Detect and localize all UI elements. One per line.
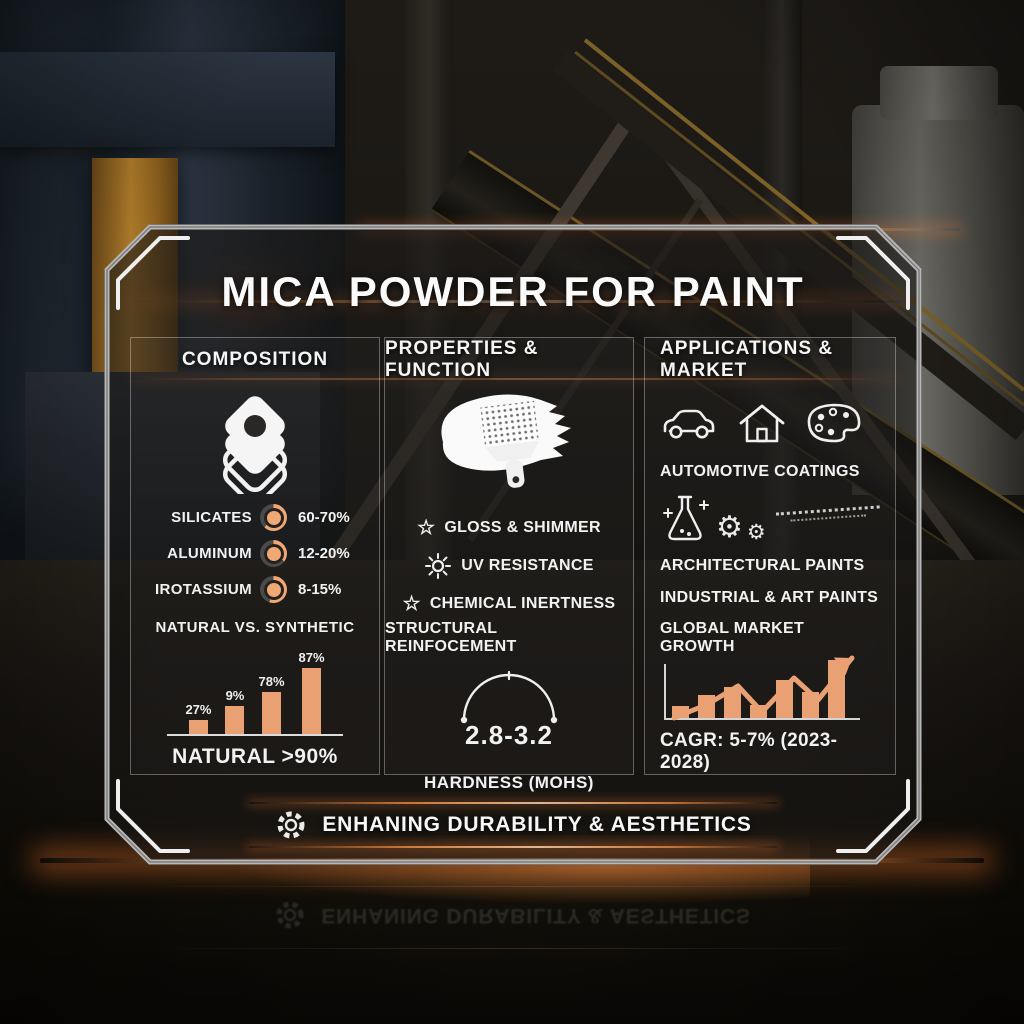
gear-icon: ⚙ xyxy=(746,520,766,544)
car-icon xyxy=(663,410,715,439)
market-cagr-caption: CAGR: 5-7% (2023-2028) xyxy=(660,730,838,773)
composition-chart-caption: NATURAL >90% xyxy=(172,745,338,768)
sun-icon xyxy=(425,553,452,579)
property-item: STRUCTURAL REINFOCEMENT xyxy=(385,620,633,656)
composition-row: ALUMINUM 12-20% xyxy=(131,540,379,567)
market-bar xyxy=(776,680,793,718)
ring-icon xyxy=(260,576,287,603)
composition-label: IROTASSIUM xyxy=(154,581,252,598)
ring-icon xyxy=(260,504,287,531)
house-icon xyxy=(739,404,785,443)
application-icons-row xyxy=(660,398,880,449)
hardness-value: 2.8-3.2 xyxy=(465,720,553,750)
market-bar xyxy=(724,687,741,718)
composition-bar: 87% xyxy=(299,650,325,734)
footer-banner-text: ENHANING DURABILITY & AESTHETICS xyxy=(322,813,752,836)
property-item: ☆ GLOSS & SHIMMER xyxy=(417,518,601,538)
reflection-text: ENHANING DURABILITY & AESTHETICS xyxy=(321,904,751,927)
market-growth-title: GLOBAL MARKET GROWTH xyxy=(660,619,805,655)
dotted-connector-lines xyxy=(775,505,881,522)
market-bar xyxy=(672,706,689,718)
composition-value: 12-20% xyxy=(298,545,350,562)
composition-bar: 78% xyxy=(258,674,285,734)
footer-banner: ENHANING DURABILITY & AESTHETICS xyxy=(104,800,922,850)
flask-icon xyxy=(663,495,709,540)
composition-value: 8-15% xyxy=(298,581,342,598)
composition-rows: SILICATES 60-70% ALUMINUM 12-20% IROTASS… xyxy=(131,504,379,603)
market-bar xyxy=(828,660,845,718)
natural-vs-synthetic-bar-chart: 27% 9% 78% 87% xyxy=(167,640,343,736)
page-title: MICA POWDER FOR PAINT xyxy=(221,268,805,315)
reflection-line xyxy=(140,886,884,887)
composition-bar: 9% xyxy=(225,688,245,734)
reflection-line xyxy=(140,948,884,949)
industry-icons-row: ⚙ ⚙ xyxy=(660,491,880,543)
composition-row: IROTASSIUM 8-15% xyxy=(131,576,379,603)
composition-label: SILICATES xyxy=(171,509,252,526)
market-bars xyxy=(672,660,845,718)
composition-value: 60-70% xyxy=(298,509,350,526)
market-bar xyxy=(802,692,819,718)
star-icon: ☆ xyxy=(402,593,421,615)
property-label: STRUCTURAL REINFOCEMENT xyxy=(385,620,517,655)
applications-column: APPLICATIONS & MARKET AUTOMOTIVE C xyxy=(644,337,896,775)
gear-icon-reflection xyxy=(276,901,304,929)
applications-header: APPLICATIONS & MARKET xyxy=(660,338,834,381)
property-item: UV RESISTANCE xyxy=(424,552,594,580)
market-growth-chart xyxy=(664,655,860,721)
composition-column: COMPOSITION SILICATES xyxy=(130,337,380,775)
composition-header: COMPOSITION xyxy=(181,349,329,370)
hardness-gauge: 2.8-3.2 HARDNESS (MOHS) xyxy=(424,670,594,793)
market-bar xyxy=(750,705,767,718)
property-label: CHEMICAL INERTNESS xyxy=(429,595,616,612)
application-label-automotive: AUTOMOTIVE COATINGS xyxy=(660,462,860,480)
ring-icon xyxy=(260,540,287,567)
composition-chart-title: NATURAL VS. SYNTHETIC xyxy=(155,619,355,636)
gear-icon xyxy=(277,811,305,839)
hardness-label: HARDNESS (MOHS) xyxy=(424,773,594,792)
application-label-architectural: ARCHITECTURAL PAINTS xyxy=(660,556,865,574)
composition-label: ALUMINUM xyxy=(167,545,252,562)
composition-row: SILICATES 60-70% xyxy=(131,504,379,531)
gauge-arc-icon xyxy=(460,670,558,724)
properties-header: PROPERTIES & FUNCTION xyxy=(385,338,539,381)
property-label: GLOSS & SHIMMER xyxy=(444,519,601,536)
properties-column: PROPERTIES & FUNCTION xyxy=(384,337,634,792)
star-icon: ☆ xyxy=(417,517,436,539)
infographic-panel: MICA POWDER FOR PAINT COMPOSITION xyxy=(104,224,922,865)
properties-list: ☆ GLOSS & SHIMMER UV RESISTANCE ☆ CHE xyxy=(385,504,633,656)
paint-brush-icon xyxy=(429,384,589,498)
property-label: UV RESISTANCE xyxy=(461,557,594,574)
gear-icon: ⚙ xyxy=(716,510,743,544)
palette-icon xyxy=(807,404,861,443)
floor-reflection: ENHANING DURABILITY & AESTHETICS xyxy=(0,898,1024,932)
composition-bar: 27% xyxy=(185,702,211,734)
property-item: ☆ CHEMICAL INERTNESS xyxy=(403,594,616,614)
market-bar xyxy=(698,695,715,718)
application-label-industrial: INDUSTRIAL & ART PAINTS xyxy=(660,588,879,606)
layers-icon xyxy=(205,388,305,494)
